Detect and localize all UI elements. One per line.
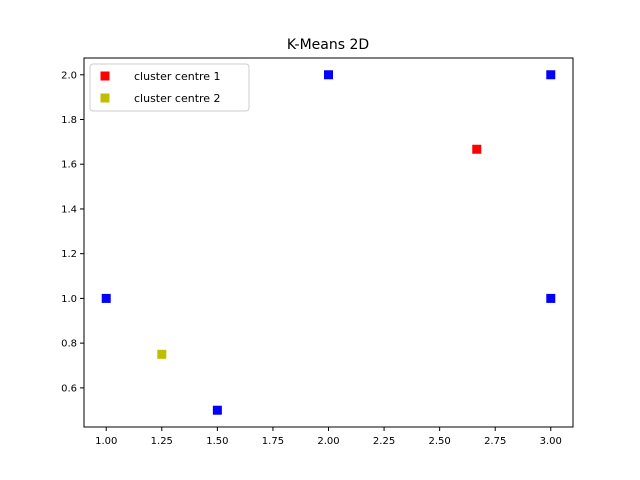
data-point-marker — [546, 70, 556, 80]
cluster-centre-marker — [472, 144, 482, 154]
x-tick-label: 2.00 — [317, 436, 339, 447]
legend-label: cluster centre 1 — [134, 70, 221, 83]
cluster-centre-marker — [157, 349, 167, 359]
y-tick-label: 1.2 — [61, 249, 77, 260]
y-tick-label: 1.0 — [61, 294, 77, 305]
y-tick-label: 1.6 — [61, 160, 77, 171]
x-tick-label: 3.00 — [540, 436, 562, 447]
y-tick-label: 0.6 — [61, 383, 77, 394]
data-point-marker — [101, 293, 111, 303]
legend-box — [89, 63, 250, 112]
data-points — [101, 70, 556, 415]
x-tick-label: 2.75 — [484, 436, 506, 447]
y-tick-label: 1.8 — [61, 115, 77, 126]
x-tick-label: 1.75 — [262, 436, 284, 447]
plot-area — [83, 57, 574, 428]
y-tick-label: 2.0 — [61, 70, 77, 81]
legend-marker — [100, 71, 110, 81]
x-tick-label: 2.25 — [373, 436, 395, 447]
chart-title: K-Means 2D — [287, 37, 369, 53]
x-tick-label: 1.25 — [151, 436, 173, 447]
y-tick-label: 1.4 — [61, 204, 77, 215]
x-axis: 1.00 1.25 1.50 1.75 2.00 2.25 2.50 2.75 3.00 — [95, 427, 562, 447]
y-tick-label: 0.8 — [61, 339, 77, 350]
data-point-marker — [212, 405, 222, 415]
legend: cluster centre 1 cluster centre 2 — [89, 63, 250, 112]
legend-marker — [100, 93, 110, 103]
legend-label: cluster centre 2 — [134, 92, 221, 105]
data-point-marker — [546, 293, 556, 303]
data-point-marker — [324, 70, 333, 80]
x-tick-label: 2.50 — [429, 436, 451, 447]
y-axis: 0.6 0.8 1.0 1.2 1.4 1.6 1.8 2.0 — [61, 70, 84, 394]
x-tick-label: 1.50 — [206, 436, 228, 447]
x-tick-label: 1.00 — [95, 436, 117, 447]
